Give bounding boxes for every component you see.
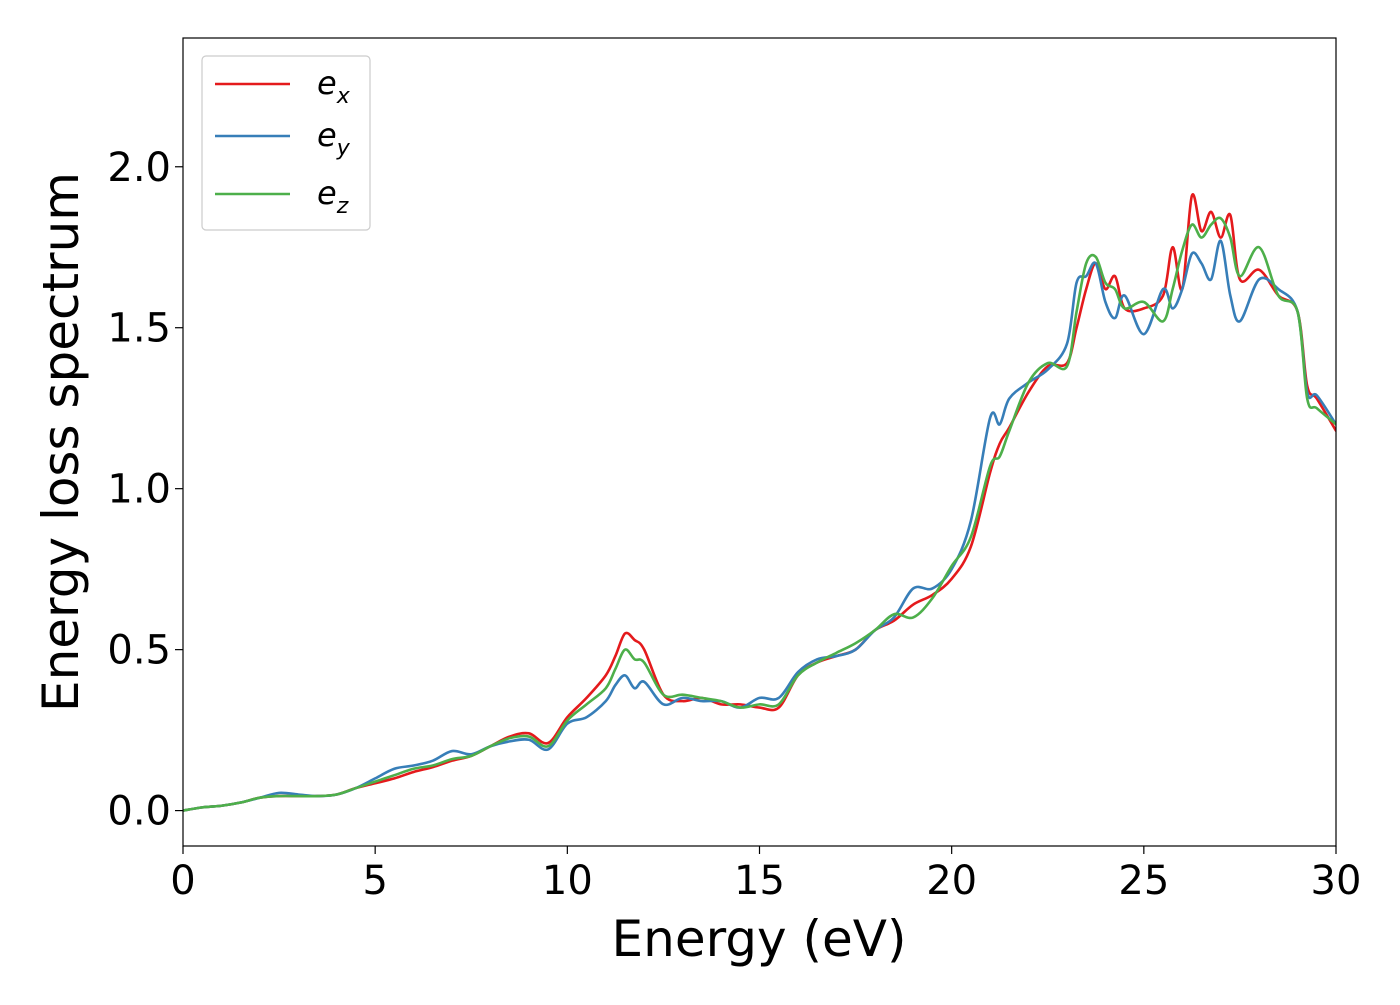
- x-tick-label: 25: [1118, 858, 1169, 904]
- x-tick-label: 10: [542, 858, 593, 904]
- series-layer: [183, 193, 1336, 812]
- x-tick-label: 20: [926, 858, 977, 904]
- x-tick-label: 0: [170, 858, 195, 904]
- x-tick-label: 30: [1311, 858, 1362, 904]
- y-tick-label: 1.5: [107, 306, 171, 352]
- y-tick-label: 2.0: [107, 145, 171, 191]
- x-tick-label: 15: [734, 858, 785, 904]
- legend-label-ex: ex: [317, 64, 351, 109]
- y-axis: 0.0 0.5 1.0 1.5 2.0: [107, 145, 183, 835]
- x-axis: 0 5 10 15 20 25 30: [170, 846, 1361, 904]
- y-axis-label: Energy loss spectrum: [32, 172, 90, 712]
- y-tick-label: 0.0: [107, 789, 171, 835]
- x-axis-label: Energy (eV): [612, 910, 907, 968]
- x-tick-label: 5: [362, 858, 387, 904]
- y-tick-label: 0.5: [107, 628, 171, 674]
- legend-box: [201, 55, 371, 231]
- series-line-ez: [183, 216, 1336, 812]
- plot-area: [182, 37, 1337, 847]
- series-line-ey: [183, 239, 1336, 812]
- y-tick-label: 1.0: [107, 467, 171, 513]
